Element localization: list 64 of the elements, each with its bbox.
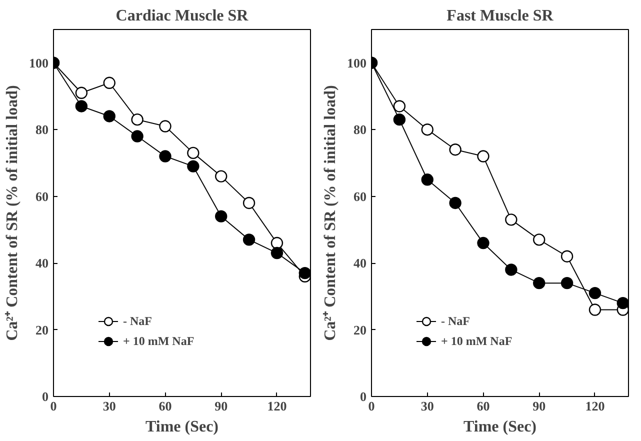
point [533,276,546,290]
point [103,110,116,122]
point [270,236,284,250]
point [477,236,490,250]
y-tick-label: 40 [354,256,366,271]
point [449,144,462,156]
y-tick-label: 100 [29,55,48,70]
x-tick-label: 90 [532,398,546,414]
x-axis-title: Time (Sec) [463,418,537,436]
point [159,150,172,162]
point [588,286,602,300]
legend-label: - NaF [123,314,152,328]
y-tick-label: 0 [42,389,48,404]
point [75,86,88,99]
point [131,130,144,142]
point [421,174,434,186]
point [103,76,116,89]
y-tick-label: 60 [354,188,366,204]
point [270,246,284,260]
y-axis-title: Ca²⁺ Content of SR (% of initial load) [322,85,339,341]
y-tick-label: 40 [36,256,48,271]
y-tick-label: 0 [360,389,366,404]
point [393,100,406,112]
point [75,100,88,112]
y-tick-label: 100 [347,55,366,70]
point [298,266,310,280]
x-tick-label: 30 [102,398,116,414]
point [505,214,518,226]
legend-label: + 10 mM NaF [441,334,512,348]
point [533,234,546,246]
x-tick-label: 120 [585,398,605,414]
y-tick-label: 20 [36,322,48,338]
chart-title: Cardiac Muscle SR [116,8,249,24]
x-axis-title: Time (Sec) [145,418,219,436]
point [187,146,200,160]
x-tick-label: 120 [267,398,287,414]
point [588,304,602,316]
x-tick-label: 60 [158,398,172,414]
point [159,120,172,132]
point [560,276,574,290]
legend-label: + 10 mM NaF [123,334,194,348]
x-tick-label: 90 [214,398,228,414]
x-tick-label: 30 [420,398,434,414]
point [477,150,490,162]
y-tick-label: 60 [36,188,48,204]
y-tick-label: 20 [354,322,366,338]
point [393,113,406,126]
point [242,196,256,210]
point [449,196,462,210]
point [131,113,144,126]
y-axis-title: Ca²⁺ Content of SR (% of initial load) [4,85,21,341]
x-tick-label: 60 [476,398,490,414]
y-tick-label: 80 [354,122,366,138]
legend-label: - NaF [441,314,470,328]
point [421,124,434,136]
y-tick-label: 80 [36,122,48,138]
point [616,296,628,310]
point [560,250,574,262]
point [215,170,228,182]
point [505,264,518,276]
point [187,160,200,172]
chart-title: Fast Muscle SR [446,8,554,24]
point [215,210,228,222]
point [242,234,256,246]
